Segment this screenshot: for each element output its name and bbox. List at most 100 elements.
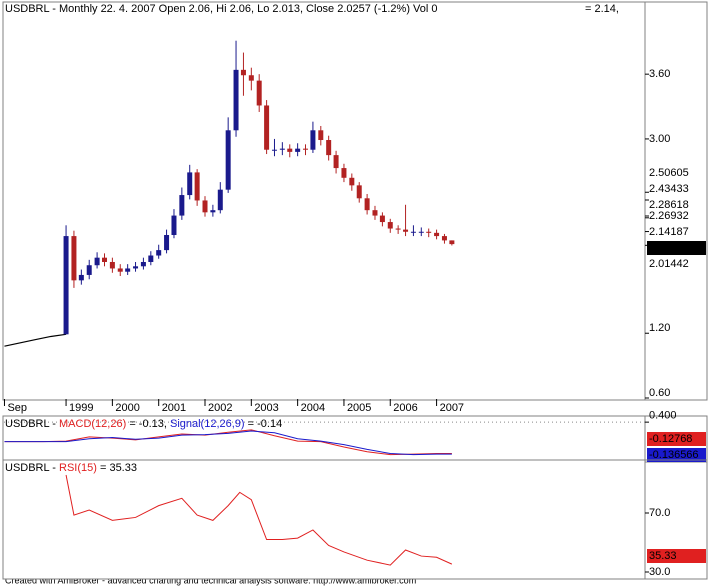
y-tick-label: 2.26932	[649, 210, 689, 222]
candle-body	[434, 232, 440, 237]
axis-area	[644, 1, 708, 401]
candle-body	[279, 148, 285, 150]
label-box	[647, 448, 706, 462]
candle-body	[194, 172, 200, 201]
candle-body	[94, 257, 100, 266]
candle-body	[449, 240, 455, 245]
x-tick-label: 2000	[115, 402, 139, 414]
last-value-label: -0.136566	[649, 449, 699, 461]
series-line	[65, 474, 453, 566]
candle-body	[295, 148, 301, 152]
candle-body	[187, 172, 193, 196]
y-tick-label: 0.60	[649, 387, 670, 399]
candle-body	[341, 168, 347, 178]
candle-body	[102, 257, 108, 262]
candle-body	[326, 140, 332, 156]
axis-area	[644, 459, 708, 580]
footer: Created with AmiBroker - advanced charti…	[5, 575, 416, 585]
y-tick-label: 3.00	[649, 133, 670, 145]
candle-body	[164, 235, 170, 251]
candle-body	[117, 268, 123, 272]
y-tick-label: 2.43433	[649, 183, 689, 195]
candle-body	[264, 105, 270, 150]
panel-title: USDBRL - RSI(15) = 35.33	[5, 462, 137, 474]
candle-body	[225, 130, 231, 190]
legend-name: RSI(15)	[59, 462, 97, 474]
candle-body	[395, 228, 401, 230]
candle-body	[140, 261, 146, 267]
x-tick-label: 2001	[162, 402, 186, 414]
candle-body	[403, 229, 409, 232]
legend-name: Signal(12,26,9)	[170, 418, 245, 430]
x-tick-label: 2002	[208, 402, 232, 414]
candle-body	[333, 155, 339, 169]
last-value-label: 2.0257	[649, 242, 683, 254]
y-tick-label: 70.0	[649, 507, 670, 519]
legend-value: = 35.33	[100, 462, 137, 474]
candle-body	[387, 222, 393, 229]
x-tick-label: 2004	[301, 402, 325, 414]
title-note: = 2.14,	[585, 3, 619, 15]
candle-body	[256, 80, 262, 106]
candle-body	[86, 265, 92, 275]
chart-title: USDBRL - Monthly 22. 4. 2007 Open 2.06, …	[5, 3, 438, 15]
title-text: USDBRL -	[5, 418, 56, 430]
candle-body	[148, 255, 154, 262]
y-tick-label: 30.0	[649, 566, 670, 578]
legend-value: = -0.14	[248, 418, 283, 430]
candle-body	[426, 231, 432, 233]
candle-body	[125, 268, 131, 272]
legend-value: = -0.13,	[129, 418, 167, 430]
candle-body	[217, 189, 223, 211]
legend-name: MACD(12,26)	[59, 418, 126, 430]
x-tick-label: 2006	[393, 402, 417, 414]
title-text: USDBRL -	[5, 462, 56, 474]
candle-body	[109, 261, 115, 269]
x-tick-label: Sep	[7, 402, 27, 414]
panel-title: USDBRL - MACD(12,26) = -0.13, Signal(12,…	[5, 418, 282, 430]
last-value-label: -0.12768	[649, 433, 692, 445]
candle-body	[71, 236, 77, 281]
x-tick-label: 2007	[440, 402, 464, 414]
candle-body	[410, 231, 416, 233]
candle-body	[156, 250, 162, 256]
candle-body	[303, 148, 309, 150]
last-value-label: 35.33	[649, 550, 677, 562]
candle-body	[233, 69, 239, 131]
candle-body	[379, 215, 385, 223]
y-tick-label: 0.400	[649, 409, 677, 421]
candle-body	[248, 75, 254, 81]
label-box	[647, 241, 706, 256]
candle-body	[240, 69, 246, 76]
x-tick-label: 2005	[347, 402, 371, 414]
candle-body	[271, 149, 277, 151]
candle-body	[171, 215, 177, 236]
y-tick-label: 1.20	[649, 322, 670, 334]
label-box	[647, 432, 706, 446]
candle-body	[179, 195, 185, 216]
candle-body	[441, 236, 447, 241]
price-line	[4, 333, 67, 347]
label-box	[647, 549, 706, 563]
panel-frame	[2, 1, 646, 401]
candle-body	[202, 200, 208, 213]
series-line	[4, 430, 452, 456]
x-tick-label: 2003	[254, 402, 278, 414]
series-line	[4, 429, 452, 456]
candle-body	[418, 231, 424, 233]
candle-body	[310, 130, 316, 150]
candle-body	[287, 148, 293, 152]
y-tick-label: 2.50605	[649, 167, 689, 179]
candle-body	[63, 236, 69, 335]
candle-body	[349, 177, 355, 186]
candle-body	[318, 130, 324, 141]
candle-body	[372, 210, 378, 216]
x-tick-label: 1999	[69, 402, 93, 414]
candle-body	[210, 210, 216, 213]
candle-body	[133, 266, 139, 269]
y-tick-label: 2.28618	[649, 199, 689, 211]
y-tick-label: 2.14187	[649, 226, 689, 238]
candle-body	[78, 274, 84, 281]
